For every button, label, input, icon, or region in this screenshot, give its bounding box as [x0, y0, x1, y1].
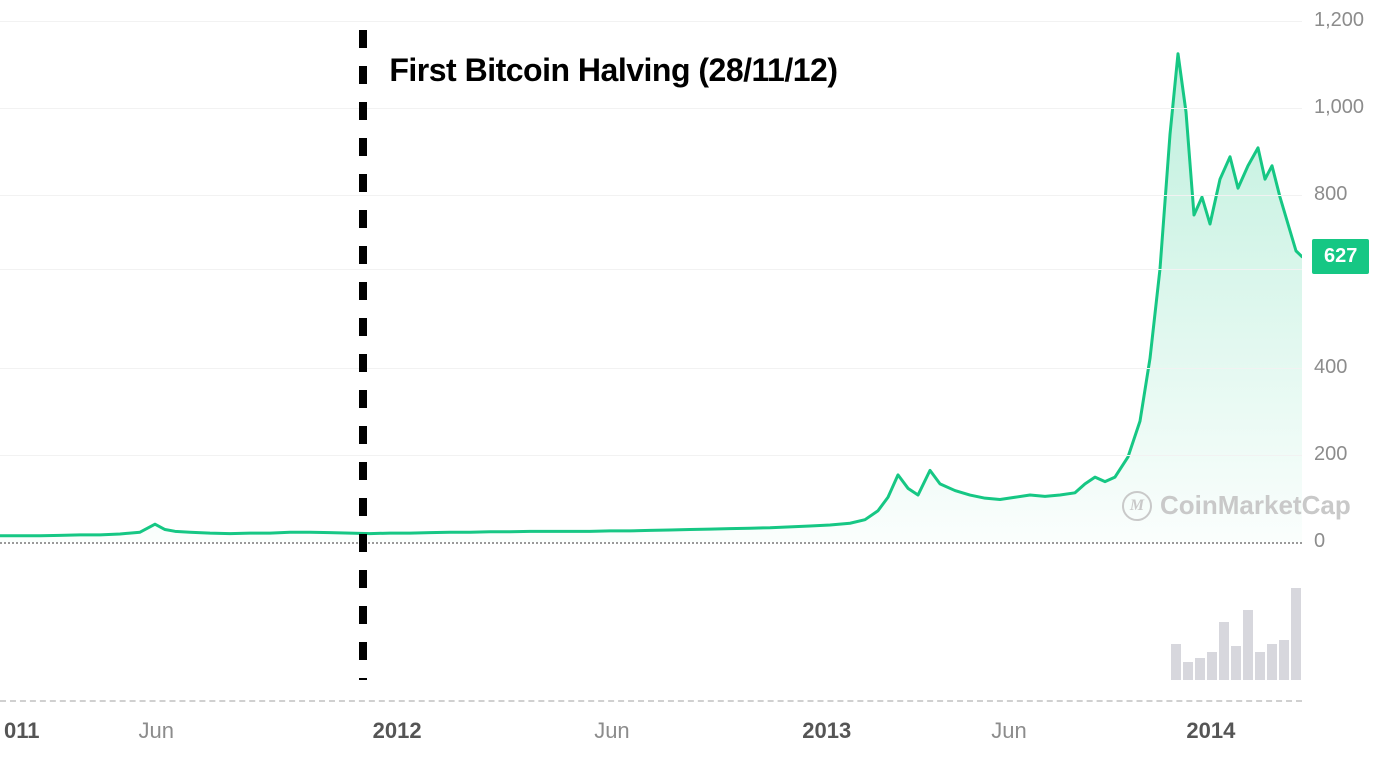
current-value-text: 627: [1324, 245, 1357, 267]
gridline: [0, 542, 1302, 544]
watermark: M CoinMarketCap: [1122, 490, 1351, 521]
y-tick-label: 0: [1314, 530, 1384, 553]
y-tick-label: 800: [1314, 183, 1384, 206]
y-tick-label: 200: [1314, 443, 1384, 466]
x-tick-label: 2012: [373, 718, 422, 744]
x-axis-baseline: [0, 700, 1302, 702]
coinmarketcap-icon: M: [1122, 491, 1152, 521]
x-tick-label: 2014: [1186, 718, 1235, 744]
gridline: [0, 108, 1302, 109]
gridline: [0, 455, 1302, 456]
x-tick-label: Jun: [594, 718, 629, 744]
x-tick-label: 011: [4, 718, 40, 744]
y-tick-label: 1,200: [1314, 9, 1384, 32]
y-tick-label: 1,000: [1314, 96, 1384, 119]
gridline: [0, 195, 1302, 196]
halving-annotation: First Bitcoin Halving (28/11/12): [389, 52, 837, 89]
x-tick-label: 2013: [802, 718, 851, 744]
y-tick-label: 400: [1314, 356, 1384, 379]
volume-bars: [0, 570, 1302, 690]
x-tick-label: Jun: [991, 718, 1026, 744]
price-chart: First Bitcoin Halving (28/11/12) M CoinM…: [0, 0, 1302, 680]
watermark-text: CoinMarketCap: [1160, 490, 1351, 521]
x-tick-label: Jun: [138, 718, 173, 744]
current-value-badge: 627: [1312, 239, 1369, 274]
gridline: [0, 368, 1302, 369]
gridline: [0, 21, 1302, 22]
